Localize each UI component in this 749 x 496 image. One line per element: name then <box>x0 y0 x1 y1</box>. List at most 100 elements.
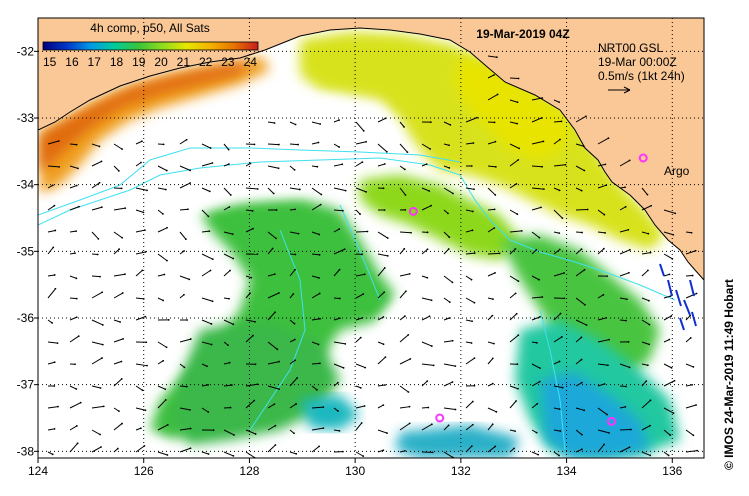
current-vector <box>47 341 58 344</box>
current-vector-tip <box>120 187 123 190</box>
current-vector <box>663 407 674 414</box>
current-vector-tip <box>647 232 650 235</box>
current-vector-tip <box>495 410 498 413</box>
current-vector <box>223 206 230 211</box>
current-vector <box>399 143 408 153</box>
current-vector <box>619 229 629 233</box>
current-vector <box>487 358 494 365</box>
current-vector-tip <box>491 314 494 317</box>
current-vector-tip <box>144 229 146 232</box>
current-vector <box>245 319 256 323</box>
current-vector <box>311 446 320 453</box>
current-vector-tip <box>297 143 299 146</box>
colorbar-tick-label: 24 <box>244 55 258 69</box>
current-vector-tip <box>293 168 296 171</box>
current-vector-tip <box>430 345 433 347</box>
current-vector <box>509 159 519 167</box>
current-vector <box>91 405 104 409</box>
current-vector <box>201 270 211 277</box>
current-vector-tip <box>515 400 517 402</box>
current-vector-tip <box>691 274 694 277</box>
current-vector-tip <box>408 405 411 408</box>
current-vector <box>267 425 276 431</box>
current-vector <box>113 231 123 239</box>
current-vector <box>355 187 367 193</box>
current-vector <box>333 429 340 432</box>
current-vector-tip <box>298 188 301 191</box>
current-vector-tip <box>189 169 192 172</box>
current-vector <box>399 358 411 365</box>
current-vector-tip <box>318 276 320 279</box>
current-vector <box>399 273 410 277</box>
current-vector <box>91 319 104 326</box>
current-vector-tip <box>407 391 410 393</box>
current-vector <box>201 230 210 233</box>
current-vector <box>443 231 450 238</box>
current-vector <box>685 450 698 453</box>
current-vector-tip <box>451 339 454 342</box>
current-vector-tip <box>518 147 521 150</box>
current-vector <box>47 406 59 409</box>
current-vector-tip <box>56 342 59 345</box>
current-vector-tip <box>431 451 434 454</box>
current-vector-tip <box>667 454 670 457</box>
current-vector <box>531 187 544 190</box>
current-vector-tip <box>74 363 76 366</box>
current-vector-tip <box>120 378 123 380</box>
current-vector-tip <box>404 449 406 452</box>
current-vector <box>47 165 60 168</box>
current-vector <box>69 165 79 169</box>
current-vector <box>531 403 538 409</box>
current-vector-tip <box>542 188 545 191</box>
current-vector <box>69 402 81 409</box>
current-vector <box>575 143 584 147</box>
current-vector-tip <box>162 359 165 362</box>
current-vector <box>179 363 185 368</box>
current-vector <box>619 406 626 409</box>
current-vector <box>69 385 77 390</box>
current-vector <box>531 381 540 387</box>
current-vector <box>531 117 542 123</box>
current-vector-tip <box>694 249 697 252</box>
cloud-mask-north <box>280 95 400 155</box>
current-vector-tip <box>403 247 406 250</box>
current-vector-tip <box>100 446 102 448</box>
current-vector <box>223 270 231 277</box>
current-vector-tip <box>410 231 412 234</box>
current-vector-tip <box>473 357 476 360</box>
current-vector-tip <box>432 364 435 367</box>
current-vector <box>509 275 519 282</box>
current-vector-tip <box>183 366 186 369</box>
current-reference: NRT00 GSL 19-Mar 00:00Z 0.5m/s (1kt 24h) <box>598 41 685 94</box>
current-vector-tip <box>382 316 385 318</box>
current-vector-tip <box>79 401 82 404</box>
x-tick-label: 128 <box>239 464 259 478</box>
current-vector-tip <box>515 312 518 315</box>
current-vector <box>421 363 434 366</box>
current-vector-tip <box>404 290 407 293</box>
current-vector-tip <box>146 189 148 192</box>
current-vector <box>311 292 320 299</box>
current-vector <box>91 206 102 211</box>
current-vector-tip <box>208 230 211 233</box>
current-vector <box>135 209 144 213</box>
current-vector-tip <box>403 168 406 171</box>
current-vector-tip <box>189 427 192 430</box>
current-vector <box>465 341 472 344</box>
current-vector-tip <box>99 433 101 436</box>
current-vector <box>223 451 234 457</box>
current-vector-tip <box>337 410 339 412</box>
current-vector <box>531 363 541 369</box>
current-vector <box>311 204 321 211</box>
current-vector <box>289 165 295 171</box>
current-vector-tip <box>57 405 59 408</box>
current-vector <box>641 425 651 431</box>
current-vector-tip <box>121 148 123 151</box>
current-vector <box>311 121 321 125</box>
current-vector-tip <box>473 252 476 254</box>
current-vector-tip <box>319 203 322 206</box>
current-vector-tip <box>338 317 341 320</box>
cool-south-patch-2 <box>395 425 520 458</box>
current-vector-tip <box>162 299 165 302</box>
current-vector-tip <box>493 121 496 124</box>
